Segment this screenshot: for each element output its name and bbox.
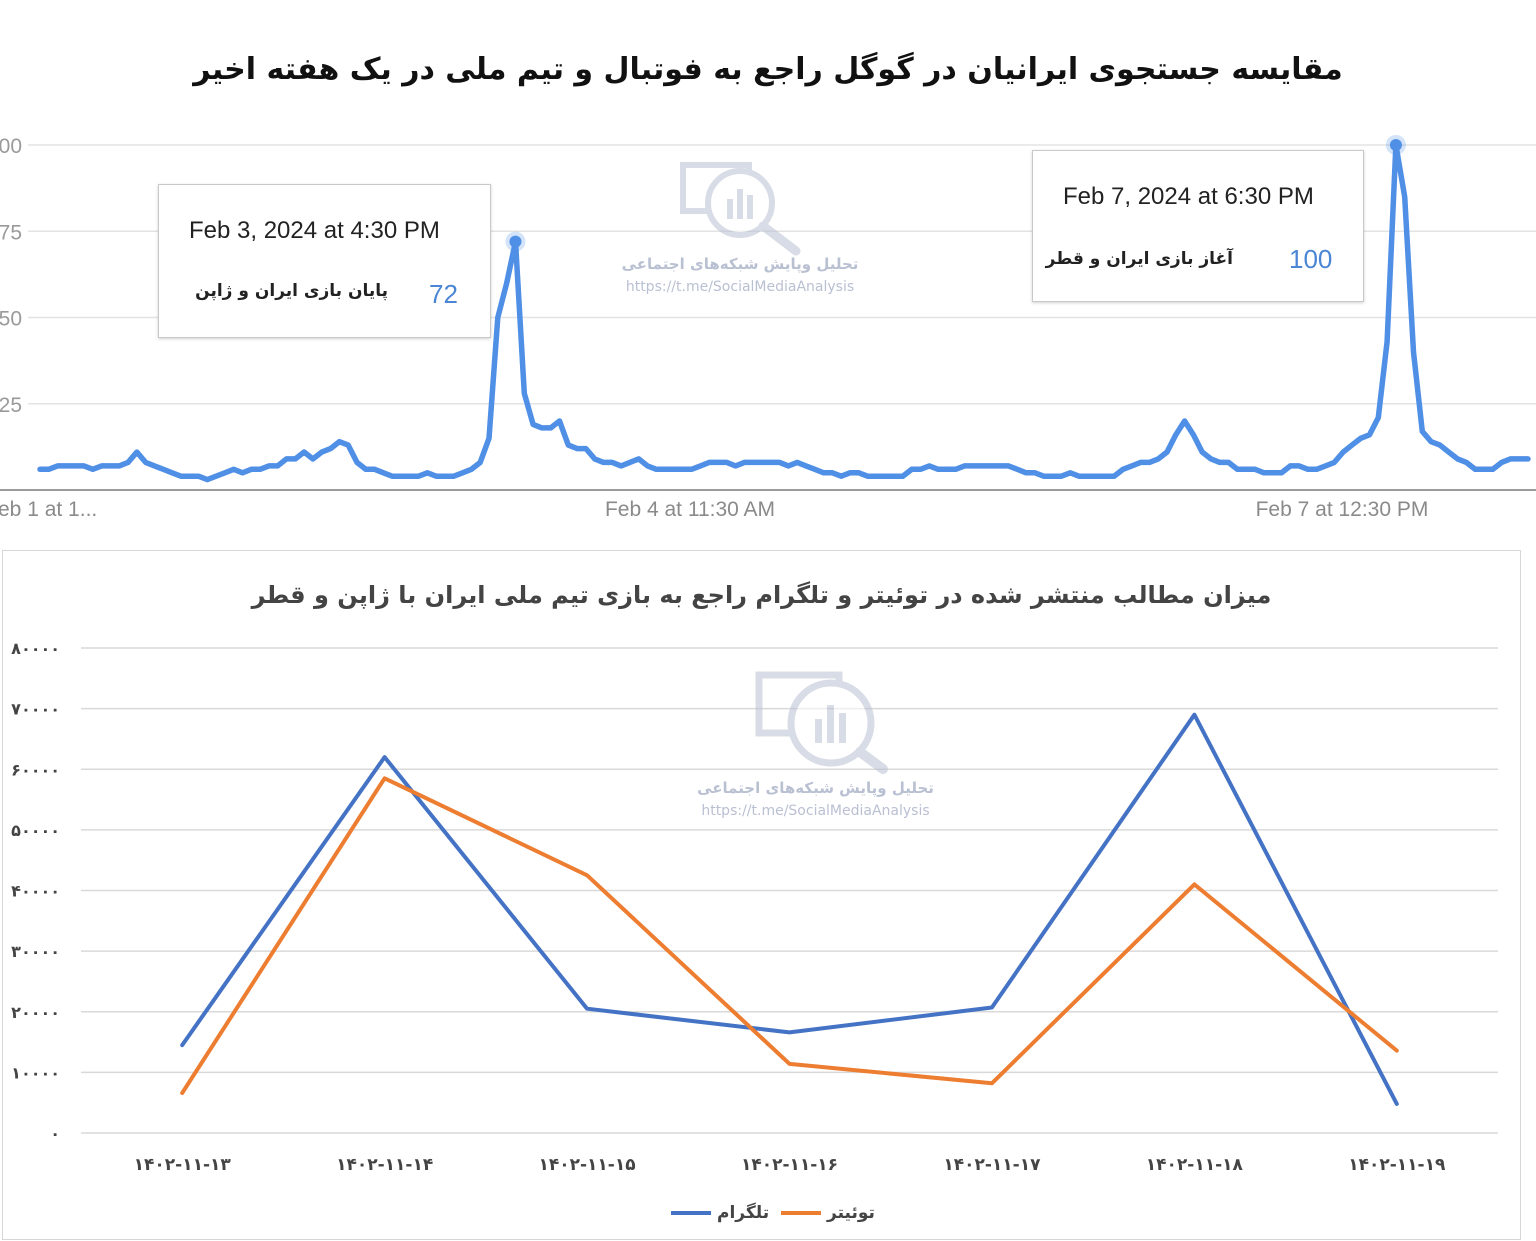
tooltip-qatar-game: Feb 7, 2024 at 6:30 PM آغاز بازی ایران و… xyxy=(1032,150,1364,302)
tooltip-date: Feb 7, 2024 at 6:30 PM xyxy=(1063,183,1314,210)
x-tick-label: Feb 7 at 12:30 PM xyxy=(1256,498,1429,521)
y-tick-label: 00 xyxy=(0,135,22,158)
x-tick-label: ۱۴۰۲-۱۱-۱۳ xyxy=(134,1155,232,1175)
legend-label-twitter: توئیتر xyxy=(827,1203,875,1223)
social-chart-x-axis: ۱۴۰۲-۱۱-۱۳ ۱۴۰۲-۱۱-۱۴ ۱۴۰۲-۱۱-۱۵ ۱۴۰۲-۱۱-۱۶… xyxy=(134,1155,1446,1175)
tooltip-label: پایان بازی ایران و ژاپن xyxy=(195,281,388,301)
y-tick-label: ۸۰۰۰۰ xyxy=(11,639,60,658)
highlight-point xyxy=(1389,139,1402,151)
y-tick-label: ۶۰۰۰۰ xyxy=(11,760,60,779)
y-tick-label: ۰ xyxy=(50,1124,60,1143)
tooltip-value: 72 xyxy=(429,279,458,309)
x-tick-label: eb 1 at 1... xyxy=(0,498,97,521)
watermark-analytics-icon xyxy=(680,162,801,256)
social-media-line-chart: ۸۰۰۰۰ ۷۰۰۰۰ ۶۰۰۰۰ ۵۰۰۰۰ ۴۰۰۰۰ ۳۰۰۰۰ ۲۰۰۰۰ ۱۰۰۰۰… xyxy=(11,639,1498,1175)
watermark-url: https://t.me/SocialMediaAnalysis xyxy=(701,803,930,819)
main-chart-title: مقایسه جستجوی ایرانیان در گوگل راجع به ف… xyxy=(193,52,1343,87)
top-watermark: تحلیل وپایش شبکه‌های اجتماعی https://t.m… xyxy=(600,255,880,295)
search-trend-x-axis: eb 1 at 1... Feb 4 at 11:30 AM Feb 7 at 12… xyxy=(0,498,1428,521)
highlight-point xyxy=(509,235,522,248)
social-chart-gridlines xyxy=(81,647,1498,1134)
y-tick-label: ۷۰۰۰۰ xyxy=(11,700,60,719)
legend-item-twitter: توئیتر xyxy=(781,1203,875,1223)
x-tick-label: Feb 4 at 11:30 AM xyxy=(605,498,775,521)
legend-swatch-telegram xyxy=(671,1211,711,1215)
tooltip-value: 100 xyxy=(1289,244,1333,274)
tooltip-label: آغاز بازی ایران و قطر xyxy=(1045,249,1233,269)
social-chart-y-axis: ۸۰۰۰۰ ۷۰۰۰۰ ۶۰۰۰۰ ۵۰۰۰۰ ۴۰۰۰۰ ۳۰۰۰۰ ۲۰۰۰۰ ۱۰۰۰۰… xyxy=(11,639,60,1143)
y-tick-label: 50 xyxy=(0,308,22,331)
twitter-series-line xyxy=(180,776,1399,1095)
legend-swatch-twitter xyxy=(781,1211,821,1215)
tooltip-date: Feb 3, 2024 at 4:30 PM xyxy=(189,217,440,244)
legend-item-telegram: تلگرام xyxy=(671,1203,769,1223)
search-trend-y-axis: 00 75 50 25 xyxy=(0,135,22,417)
y-tick-label: ۲۰۰۰۰ xyxy=(11,1003,60,1022)
watermark-analytics-icon xyxy=(755,671,888,774)
y-tick-label: ۳۰۰۰۰ xyxy=(11,942,60,961)
y-tick-label: ۵۰۰۰۰ xyxy=(11,821,60,840)
y-tick-label: 25 xyxy=(0,394,22,417)
watermark-name: تحلیل وپایش شبکه‌های اجتماعی xyxy=(697,779,934,797)
x-tick-label: ۱۴۰۲-۱۱-۱۵ xyxy=(539,1155,636,1175)
y-tick-label: ۴۰۰۰۰ xyxy=(11,882,60,901)
search-trend-chart: 00 75 50 25 eb 1 at 1... Feb 4 at 11:30 AM Fe… xyxy=(0,135,1536,521)
social-chart-series xyxy=(180,712,1399,1106)
y-tick-label: ۱۰۰۰۰ xyxy=(11,1063,60,1082)
social-chart-title: میزان مطالب منتشر شده در توئیتر و تلگرام… xyxy=(251,581,1272,609)
search-interest-line xyxy=(37,142,1531,483)
x-tick-label: ۱۴۰۲-۱۱-۱۹ xyxy=(1348,1155,1446,1175)
x-tick-label: ۱۴۰۲-۱۱-۱۶ xyxy=(741,1155,838,1175)
tooltip-japan-game: Feb 3, 2024 at 4:30 PM پایان بازی ایران … xyxy=(158,184,491,338)
search-trend-series xyxy=(37,135,1531,483)
x-tick-label: ۱۴۰۲-۱۱-۱۸ xyxy=(1146,1155,1244,1175)
bottom-watermark: تحلیل وپایش شبکه‌های اجتماعی https://t.m… xyxy=(673,779,958,819)
telegram-series-line xyxy=(180,712,1399,1106)
legend-label-telegram: تلگرام xyxy=(717,1203,770,1223)
x-tick-label: ۱۴۰۲-۱۱-۱۷ xyxy=(943,1155,1041,1175)
watermark-url: https://t.me/SocialMediaAnalysis xyxy=(625,279,855,295)
y-tick-label: 75 xyxy=(0,221,22,244)
watermark-name: تحلیل وپایش شبکه‌های اجتماعی xyxy=(621,255,859,273)
social-media-chart-panel: ۸۰۰۰۰ ۷۰۰۰۰ ۶۰۰۰۰ ۵۰۰۰۰ ۴۰۰۰۰ ۳۰۰۰۰ ۲۰۰۰۰ ۱۰۰۰۰… xyxy=(2,550,1521,1240)
x-tick-label: ۱۴۰۲-۱۱-۱۴ xyxy=(336,1155,433,1175)
